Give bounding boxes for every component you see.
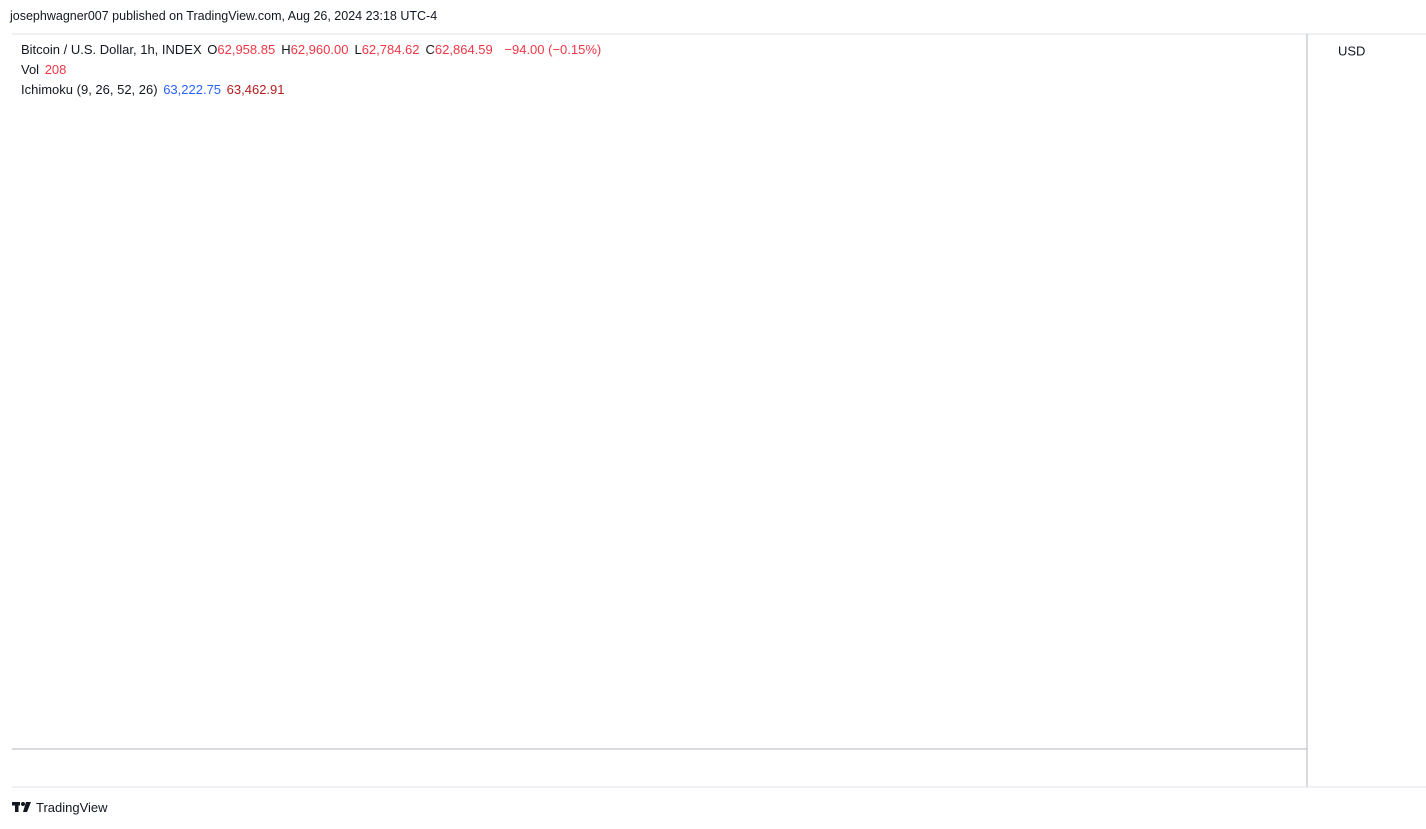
ohlc: O62,958.85 H62,960.00 L62,784.62 C62,864.59 — [207, 42, 499, 57]
ohlc-key: O — [207, 42, 218, 57]
ohlc-key: L — [354, 42, 362, 57]
indicator-name[interactable]: Ichimoku (9, 26, 52, 26) — [21, 82, 158, 97]
legend-indicator: Ichimoku (9, 26, 52, 26) 63,222.75 63,46… — [21, 82, 287, 97]
conversion-value: 63,222.75 — [163, 82, 222, 97]
change: −94.00 (−0.15%) — [504, 42, 602, 57]
ohlc-key: H — [281, 42, 291, 57]
symbol[interactable]: Bitcoin / U.S. Dollar, 1h, INDEX — [21, 42, 202, 57]
base-value: 63,462.91 — [226, 82, 285, 97]
tradingview-logo — [12, 802, 31, 812]
volume-value: 208 — [44, 62, 67, 77]
ohlc-value: 62,864.59 — [434, 42, 493, 57]
currency-label[interactable]: USD — [1338, 43, 1365, 58]
legend-main: Bitcoin / U.S. Dollar, 1h, INDEX O62,958… — [21, 42, 603, 57]
axes: USD — [12, 33, 1426, 812]
ohlc-value: 62,784.62 — [361, 42, 420, 57]
publish-info: josephwagner007 published on TradingView… — [10, 9, 438, 23]
volume-name[interactable]: Vol — [21, 62, 40, 77]
legend-volume: Vol 208 — [21, 62, 68, 77]
ohlc-value: 62,958.85 — [217, 42, 276, 57]
footer-brand[interactable]: TradingView — [36, 800, 108, 815]
ohlc-key: C — [425, 42, 435, 57]
ohlc-value: 62,960.00 — [290, 42, 349, 57]
